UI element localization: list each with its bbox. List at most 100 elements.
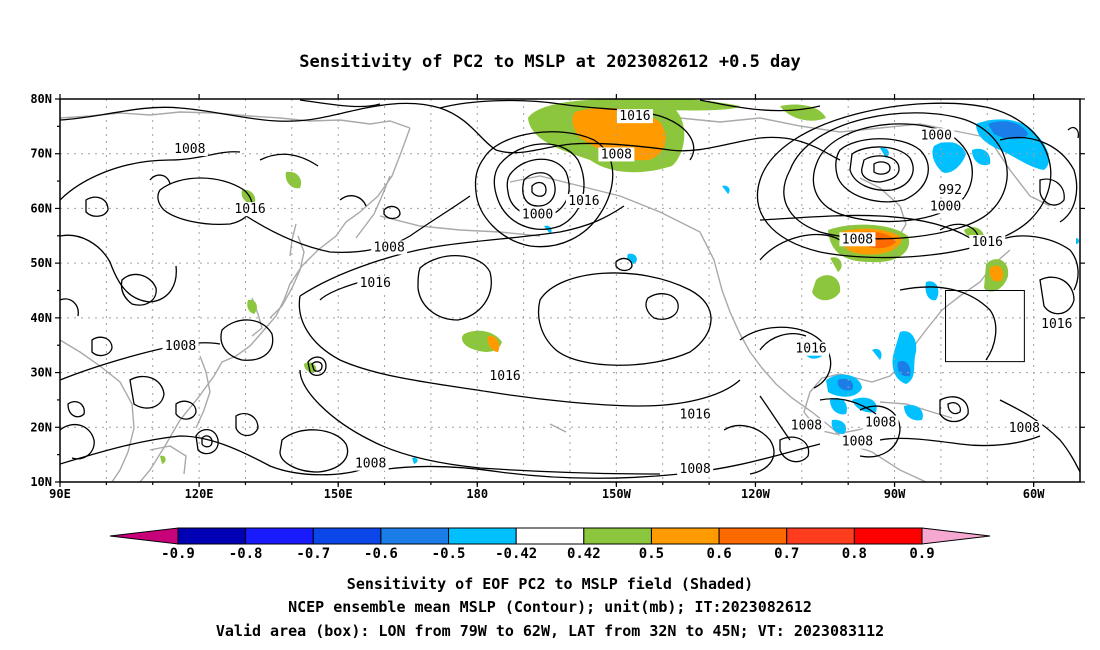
shade-negative [1076,238,1079,244]
shade-positive [160,455,166,464]
colorbar-bin [853,527,923,545]
contour-1016-pacific-high-a [299,205,625,297]
colorbar-bin [650,527,720,545]
colorbar-bin [448,527,517,545]
contour-label: 1016 [1041,317,1072,332]
contour-small-asia-9 [220,319,274,361]
coastline-borneo [149,445,187,475]
lon-tick-label: 120E [185,487,214,501]
contour-label: 1000 [930,199,961,214]
contour-label-bg [371,240,408,255]
contour-small-asia-1 [120,273,157,306]
contour-label: 1016 [972,235,1003,250]
colorbar-label: -0.6 [364,546,398,562]
contour-label-bg [793,341,830,356]
shade-negative [972,148,991,166]
contour-small-asia-2 [91,336,113,357]
contour-sea-lows-2 [201,435,213,448]
lat-tick-label: 60N [30,201,52,215]
grid-lines [60,99,1080,482]
contour-small-asia-5 [67,400,85,418]
contour-label-bg [519,207,556,222]
contour-1016-na-east-small [939,223,979,237]
contour-label-bg [1006,421,1043,436]
contour-na-atlantic [999,235,1079,291]
contour-low-gulf-alaska-3 [522,172,556,207]
colorbar-label: -0.7 [296,546,330,562]
coastline-philippines [195,355,211,429]
contour-1016-north [439,99,695,161]
contour-label: 1008 [791,418,822,433]
shade-positive [304,362,317,373]
contour-1008-south-2 [379,443,821,479]
contour-label-bg [616,109,653,124]
contour-typhoon-2 [311,361,323,372]
contour-caribbean-2 [947,402,962,415]
lat-tick-label: 10N [30,475,52,489]
contour-1008-na-south-2 [759,395,791,441]
lon-tick-label: 90E [49,487,71,501]
figure-title: Sensitivity of PC2 to MSLP at 2023082612… [299,52,801,72]
contour-label-bg [357,276,394,291]
contour-1008-kuril [259,153,319,167]
contour-small-asia-7 [60,423,95,460]
contour-na-high-1 [739,326,832,389]
coastline-indochina [60,339,135,482]
contour-label-bg [839,232,876,247]
contour-low-gulf-alaska-4 [531,181,547,197]
coastline-hawaii [549,423,567,433]
contour-label-bg [487,369,524,384]
contour-small-asia-3 [60,298,79,317]
contour-pacific-inner-2 [537,272,712,366]
shade-negative [904,404,923,421]
contour-1016-na-pac [759,233,841,261]
shade-negative [925,281,939,301]
colorbar-bin [515,527,585,545]
contour-na-1016-east [899,286,997,361]
contour-1008-kuril-2 [339,195,367,207]
contour-label: 1016 [489,369,520,384]
contour-label: 1016 [360,276,391,291]
contour-small-asia-10 [149,174,171,185]
contour-label-bg [969,234,1006,249]
contour-label-bg [352,456,389,471]
contour-sea-lows-3 [279,429,349,473]
contour-1008-west [60,151,241,201]
contour-1016-north-2 [299,99,381,108]
contour-caribbean-3 [859,405,901,458]
contour-typhoon-1 [307,356,327,377]
contour-label: 1000 [522,208,553,223]
shade-negative [880,147,889,158]
contour-low-hudson-1 [835,138,929,203]
contour-label: 1008 [601,147,632,162]
contour-1008-se [60,342,221,381]
caption-line-3: Valid area (box): LON from 79W to 62W, L… [216,622,884,640]
shade-negative [544,225,552,234]
colorbar-label: 0.5 [639,546,664,562]
contour-label-bg [232,202,269,217]
contour-label: 1008 [174,142,205,157]
contour-low-gulf-alaska-outer [474,131,614,248]
lon-tick-label: 60W [1023,487,1045,501]
lat-tick-label: 80N [30,92,52,106]
shade-positive [780,104,826,121]
contour-label-bg [839,434,876,449]
shade-negative [872,348,882,360]
contour-1008-south [60,435,361,476]
coastline-aleutians [379,215,541,237]
contour-1008-pacific-ne [239,195,471,254]
contour-low-hudson-outer-2 [783,112,1008,240]
contour-small-asia-8 [235,413,259,437]
contour-label: 1008 [374,240,405,255]
contour-label-bg [927,199,964,214]
colorbar-label: -0.5 [432,546,466,562]
contour-label-bg [788,418,825,433]
contour-1008-eastern-trop [999,399,1080,473]
contour-small-asia-4 [129,375,165,409]
contour-low-hudson-3 [861,155,900,183]
colorbar-bin [786,527,855,545]
colorbar-label: -0.42 [495,546,537,562]
caption-line-2: NCEP ensemble mean MSLP (Contour); unit(… [288,598,812,616]
